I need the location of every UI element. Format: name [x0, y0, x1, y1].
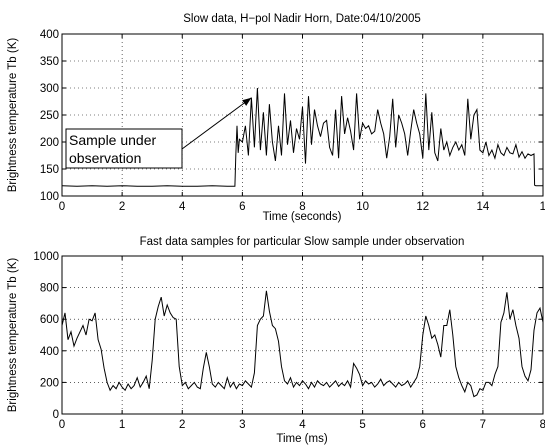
slow-x-tick-label: 12	[416, 201, 429, 213]
fast-x-tick-label: 3	[239, 419, 245, 431]
slow-y-tick-label: 300	[40, 83, 59, 95]
fast-x-tick-label: 1	[119, 419, 125, 431]
fast-x-tick-label: 5	[359, 419, 365, 431]
fast-plot-frame	[61, 255, 544, 415]
fast-y-tick-labels: 0 200 400 600 800 1000	[33, 251, 59, 421]
slow-chart-title: Slow data, H−pol Nadir Horn, Date:04/10/…	[183, 13, 421, 25]
fast-x-tick-label: 4	[299, 419, 306, 431]
fast-x-tick-label: 2	[179, 419, 185, 431]
fast-grid	[62, 256, 543, 414]
slow-y-tick-label: 250	[40, 110, 59, 122]
fast-data-line	[61, 290, 544, 398]
slow-y-tick-label: 150	[40, 164, 59, 176]
slow-y-tick-label: 350	[40, 56, 59, 68]
slow-x-tick-label: 6	[239, 201, 245, 213]
annotation-text-line-1: Sample under	[69, 132, 157, 148]
slow-x-tick-label: 10	[356, 201, 369, 213]
fast-x-axis-label: Time (ms)	[276, 433, 327, 445]
fast-x-tick-label: 7	[480, 419, 486, 431]
fast-y-tick-label: 600	[40, 314, 59, 326]
annotation-arrow-head	[242, 97, 252, 106]
fast-y-tick-label: 800	[40, 283, 59, 295]
fast-chart-title: Fast data samples for particular Slow sa…	[140, 236, 465, 248]
slow-x-tick-labels: 0 2 4 6 8 10 12 14 1	[59, 201, 545, 213]
fast-x-tick-label: 6	[420, 419, 426, 431]
slow-y-axis-label: Brightness temperature Tb (K)	[7, 38, 19, 193]
slow-y-tick-label: 200	[40, 137, 59, 149]
fast-data-chart: Fast data samples for particular Slow sa…	[7, 236, 545, 445]
fast-y-tick-label: 400	[40, 346, 59, 358]
fast-y-tick-label: 200	[40, 377, 59, 389]
annotation-text-line-2: observation	[69, 150, 141, 166]
slow-grid	[62, 34, 543, 196]
fast-y-axis-label: Brightness temperature Tb (K)	[7, 258, 19, 413]
annotation-box	[65, 128, 183, 169]
fast-x-tick-label: 0	[59, 419, 65, 431]
fast-x-tick-label: 8	[540, 419, 545, 431]
slow-x-tick-label: 0	[59, 201, 65, 213]
slow-y-tick-label: 400	[40, 29, 59, 41]
slow-x-tick-label: 8	[299, 201, 305, 213]
slow-x-tick-label: 1	[540, 201, 545, 213]
slow-x-axis-label: Time (seconds)	[263, 211, 342, 223]
slow-plot-frame	[61, 33, 544, 197]
slow-x-tick-label: 14	[476, 201, 489, 213]
slow-x-tick-label: 4	[179, 201, 186, 213]
fast-x-tick-labels: 0 1 2 3 4 5 6 7 8	[59, 419, 545, 431]
slow-data-line	[61, 87, 544, 187]
fast-y-tick-label: 0	[53, 409, 59, 421]
slow-y-tick-labels: 100 150 200 250 300 350 400	[40, 29, 59, 203]
fast-plot-area	[62, 256, 543, 414]
slow-data-chart: Slow data, H−pol Nadir Horn, Date:04/10/…	[7, 13, 545, 223]
fast-y-tick-label: 1000	[33, 251, 59, 263]
slow-y-tick-label: 100	[40, 191, 59, 203]
slow-x-tick-label: 2	[119, 201, 125, 213]
annotation-arrow	[181, 97, 252, 150]
